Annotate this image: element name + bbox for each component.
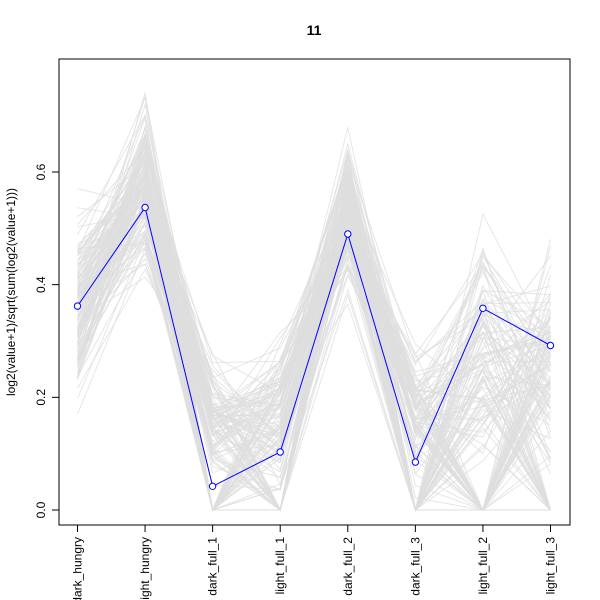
highlight-point [141, 203, 149, 212]
x-tick-label: dark_full_2 [341, 537, 355, 596]
background-profile-line [77, 246, 551, 512]
highlight-series-group [73, 203, 555, 490]
highlight-point [276, 448, 284, 456]
x-tick-label: light_full_3 [544, 537, 558, 595]
x-tick-label: dark_hungry [71, 537, 85, 600]
x-tick-label: dark_full_1 [206, 537, 220, 596]
y-axis-label: log2(value+1)/sqrt(sum(log2(value+1))) [4, 188, 18, 396]
highlight-point [208, 482, 217, 490]
background-profile-line [77, 168, 551, 512]
y-tick-label: 0.4 [34, 276, 48, 293]
x-axis: dark_hungry light_hungry dark_full_1 light_… [71, 524, 558, 600]
background-profile-line [77, 197, 551, 512]
background-profile-line [77, 133, 551, 464]
highlight-point [479, 304, 487, 312]
highlight-point [546, 341, 555, 350]
background-profile-line [77, 174, 551, 511]
y-tick-label: 0.6 [34, 163, 48, 180]
highlight-point [344, 230, 352, 238]
highlight-point [411, 458, 420, 466]
background-profile-line [77, 198, 551, 512]
highlight-point [73, 302, 82, 310]
background-profile-line [77, 208, 551, 512]
x-tick-label: light_full_2 [476, 537, 490, 595]
background-profile-line [77, 158, 551, 512]
x-tick-label: light_full_1 [273, 537, 287, 595]
y-tick-label: 0.2 [34, 389, 48, 406]
x-tick-label: dark_full_3 [408, 537, 422, 596]
background-profile-line [77, 127, 551, 512]
background-profile-line [77, 174, 551, 512]
background-profile-line [77, 148, 551, 512]
y-tick-label: 0.0 [34, 501, 48, 518]
y-axis: 0.0 0.2 0.4 0.6 [34, 163, 60, 518]
background-profile-line [77, 197, 551, 511]
highlight-series-line [77, 206, 551, 488]
background-series-group [77, 92, 551, 512]
chart-title: 11 [307, 22, 322, 38]
x-tick-label: light_hungry [138, 537, 152, 600]
